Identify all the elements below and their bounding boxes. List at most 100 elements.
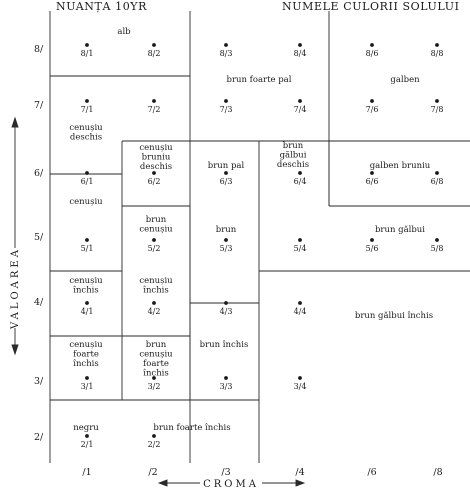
color-name-line: brun bbox=[146, 215, 167, 225]
value-tick: 6/ bbox=[34, 168, 44, 179]
chip-6-3: 6/3 bbox=[220, 171, 232, 186]
chip-label: 4/1 bbox=[81, 307, 94, 316]
chip-label: 3/3 bbox=[220, 382, 233, 391]
color-name-cenusiu-bruniu-deschis: cenușiu bruniu deschis bbox=[139, 143, 173, 172]
chip-dot bbox=[224, 376, 228, 380]
chip-dot bbox=[298, 301, 302, 305]
chip-6-1: 6/1 bbox=[81, 171, 94, 186]
chip-5-4: 5/4 bbox=[294, 238, 306, 253]
color-name-line: gălbui bbox=[280, 150, 307, 161]
chip-dot bbox=[152, 434, 156, 438]
axis-arrows bbox=[11, 116, 306, 487]
chip-5-3: 5/3 bbox=[220, 238, 232, 253]
chip-label: 8/8 bbox=[431, 49, 444, 58]
chip-5-2: 5/2 bbox=[148, 238, 160, 253]
chip-8-2: 8/2 bbox=[148, 43, 160, 58]
color-name-line: închis bbox=[143, 285, 169, 296]
color-name-brun-galbui-inchis: brun gălbui închis bbox=[355, 310, 433, 321]
chip-dot bbox=[152, 238, 156, 242]
chip-label: 2/1 bbox=[81, 440, 94, 449]
chroma-axis-arrow bbox=[157, 479, 306, 487]
value-tick: 5/ bbox=[34, 232, 44, 243]
chip-label: 6/1 bbox=[81, 177, 94, 186]
chip-5-6: 5/6 bbox=[366, 238, 379, 253]
chroma-tick: /8 bbox=[433, 467, 442, 478]
chip-8-6: 8/6 bbox=[366, 43, 379, 58]
chip-label: 4/4 bbox=[294, 307, 307, 316]
chip-7-1: 7/1 bbox=[81, 99, 93, 114]
chip-label: 4/3 bbox=[220, 307, 233, 316]
chip-dot bbox=[224, 238, 228, 242]
color-name-galben-bruniu: galben bruniu bbox=[370, 161, 431, 171]
chroma-tick: /4 bbox=[295, 467, 304, 478]
color-name-cenusiu-deschis: cenușiu deschis bbox=[69, 123, 103, 143]
chip-dot bbox=[435, 238, 439, 242]
color-name-alb: alb bbox=[117, 27, 131, 37]
chip-dot bbox=[85, 99, 89, 103]
chip-label: 5/6 bbox=[366, 244, 379, 253]
color-name-line: galben bruniu bbox=[370, 161, 431, 171]
chip-label: 7/4 bbox=[294, 105, 307, 114]
chip-dot bbox=[298, 238, 302, 242]
chip-dot bbox=[85, 376, 89, 380]
chip-label: 3/2 bbox=[148, 382, 161, 391]
chip-dot bbox=[370, 99, 374, 103]
color-name-line: cenușiu bbox=[69, 340, 103, 350]
chip-label: 6/2 bbox=[148, 177, 161, 186]
chip-label: 7/2 bbox=[148, 105, 161, 114]
chip-dot bbox=[298, 376, 302, 380]
color-name-line: brun bbox=[216, 225, 237, 235]
value-tick: 4/ bbox=[34, 297, 44, 308]
color-name-brun-cenusiu: brun cenușiu bbox=[139, 215, 173, 235]
color-name-line: cenușiu bbox=[139, 225, 173, 235]
chip-7-8: 7/8 bbox=[431, 99, 443, 114]
chip-2-1: 2/1 bbox=[81, 434, 94, 449]
chroma-axis-ticks: /1/2/3/4/6/8 bbox=[82, 467, 442, 478]
color-name-cenusiu-inchis-2: cenușiu închis bbox=[139, 276, 173, 296]
chip-label: 8/4 bbox=[294, 49, 307, 58]
chip-dot bbox=[370, 238, 374, 242]
chip-dot bbox=[435, 171, 439, 175]
color-name-line: închis bbox=[73, 358, 99, 369]
chip-dot bbox=[298, 171, 302, 175]
chart-grid bbox=[49, 11, 470, 463]
color-name-line: deschis bbox=[277, 160, 309, 170]
chip-dot bbox=[152, 43, 156, 47]
value-axis-arrow bbox=[11, 116, 19, 356]
chip-7-4: 7/4 bbox=[294, 99, 307, 114]
color-name-line: cenușiu bbox=[139, 276, 173, 286]
chroma-tick: /3 bbox=[221, 467, 230, 478]
chip-3-2: 3/2 bbox=[148, 376, 161, 391]
color-name-line: brun închis bbox=[200, 339, 249, 350]
color-name-brun-galbui-deschis: brun gălbui deschis bbox=[277, 141, 309, 170]
chip-8-4: 8/4 bbox=[294, 43, 307, 58]
chip-8-3: 8/3 bbox=[220, 43, 232, 58]
color-chips: 8/1 8/2 8/3 8/4 8/6 8/8 7/1 7/2 7/3 7/4 7/6 7/8 6/1 6… bbox=[81, 43, 444, 449]
color-name-line: alb bbox=[117, 27, 131, 37]
color-name-line: foarte bbox=[73, 350, 99, 360]
chip-7-2: 7/2 bbox=[148, 99, 161, 114]
chip-4-4: 4/4 bbox=[294, 301, 307, 316]
chip-label: 7/3 bbox=[220, 105, 233, 114]
chip-dot bbox=[435, 43, 439, 47]
value-axis-ticks: 8/7/6/5/4/3/2/ bbox=[34, 44, 44, 443]
chip-4-1: 4/1 bbox=[81, 301, 94, 316]
color-name-cenusiu-foarte-inchis: cenușiu foarte închis bbox=[69, 340, 103, 369]
soil-color-names-header: NUMELE CULORII SOLULUI bbox=[282, 0, 460, 13]
chip-5-8: 5/8 bbox=[431, 238, 443, 253]
color-name-negru: negru bbox=[73, 423, 99, 433]
color-name-line: cenușiu bbox=[69, 276, 103, 286]
color-name-line: brun gălbui bbox=[375, 224, 425, 235]
chip-label: 8/6 bbox=[366, 49, 379, 58]
color-name-line: deschis bbox=[140, 162, 172, 172]
color-name-brun: brun bbox=[216, 225, 237, 235]
color-name-cenusiu: cenușiu bbox=[69, 197, 103, 207]
chip-label: 3/4 bbox=[294, 382, 307, 391]
color-name-cenusiu-inchis: cenușiu închis bbox=[69, 276, 103, 296]
chip-label: 6/8 bbox=[431, 177, 444, 186]
chip-dot bbox=[298, 43, 302, 47]
chip-dot bbox=[435, 99, 439, 103]
chip-label: 7/6 bbox=[366, 105, 379, 114]
chip-2-2: 2/2 bbox=[148, 434, 160, 449]
color-name-line: negru bbox=[73, 423, 99, 433]
